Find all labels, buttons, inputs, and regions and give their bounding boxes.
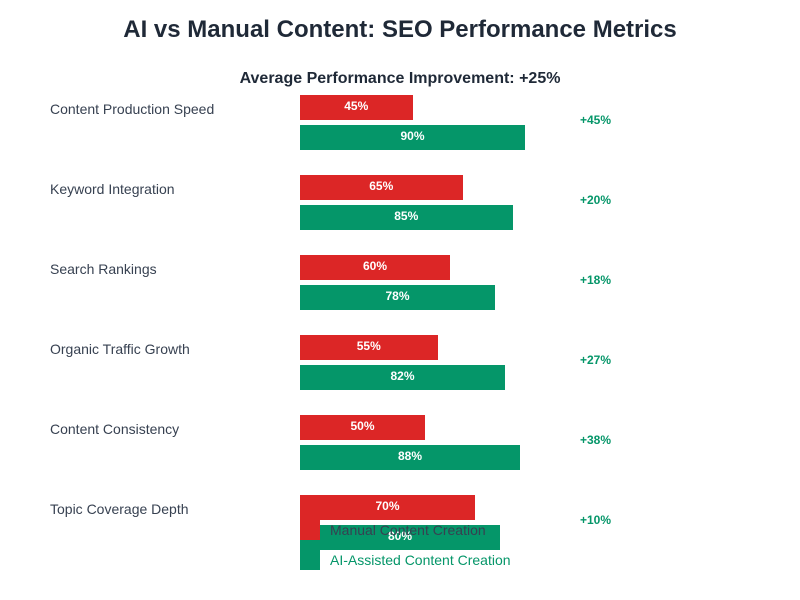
category-label: Content Consistency — [50, 421, 180, 437]
ai-bar: 90% — [300, 125, 525, 150]
legend-label: AI-Assisted Content Creation — [330, 552, 511, 568]
manual-bar: 45% — [300, 95, 413, 120]
improvement-label: +10% — [580, 513, 612, 527]
category-label: Topic Coverage Depth — [50, 501, 189, 517]
bar-value-label: 80% — [387, 529, 413, 543]
bar-value-label: 85% — [394, 209, 419, 223]
manual-bar: 50% — [300, 415, 425, 440]
bar-value-label: 50% — [350, 419, 375, 433]
legend-swatch — [300, 510, 320, 540]
category-label: Search Rankings — [50, 261, 157, 277]
bar-value-label: 78% — [385, 289, 410, 303]
manual-bar: 55% — [300, 335, 438, 360]
bar-value-label: 90% — [400, 129, 425, 143]
bar-value-label: 70% — [375, 499, 400, 513]
ai-bar: 88% — [300, 445, 520, 470]
improvement-label: +27% — [580, 353, 612, 367]
ai-bar: 80% — [300, 525, 500, 550]
legend-label: Manual Content Creation — [330, 522, 486, 538]
ai-bar: 78% — [300, 285, 495, 310]
ai-bar: 82% — [300, 365, 505, 390]
improvement-label: +45% — [580, 113, 612, 127]
ai-bar: 85% — [300, 205, 513, 230]
manual-bar: 60% — [300, 255, 450, 280]
bar-value-label: 65% — [369, 179, 394, 193]
legend-swatch — [300, 540, 320, 570]
chart-title: AI vs Manual Content: SEO Performance Me… — [123, 16, 677, 43]
bar-value-label: 88% — [397, 449, 423, 463]
manual-bar: 65% — [300, 175, 463, 200]
category-label: Organic Traffic Growth — [50, 341, 190, 357]
category-label: Keyword Integration — [50, 181, 175, 197]
chart-subtitle: Average Performance Improvement: +25% — [239, 70, 561, 87]
improvement-label: +20% — [580, 193, 612, 207]
bar-value-label: 45% — [344, 99, 369, 113]
manual-bar: 70% — [300, 495, 475, 520]
improvement-label: +38% — [580, 433, 612, 447]
category-label: Content Production Speed — [50, 101, 215, 117]
improvement-label: +18% — [580, 273, 612, 287]
bar-value-label: 60% — [362, 259, 388, 273]
bar-value-label: 55% — [356, 339, 381, 353]
bar-value-label: 82% — [390, 369, 415, 383]
